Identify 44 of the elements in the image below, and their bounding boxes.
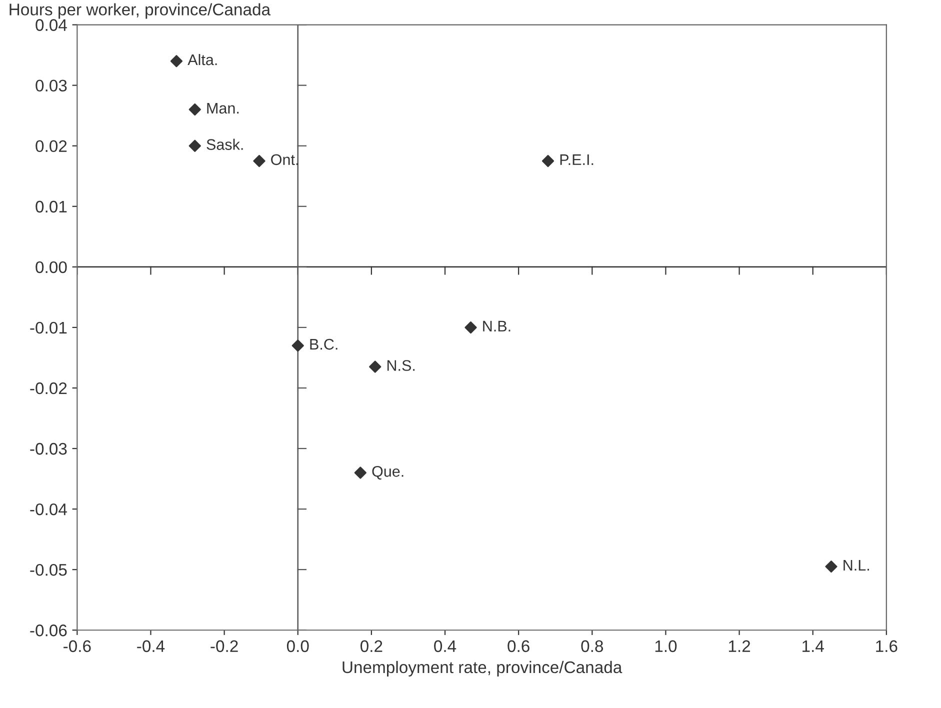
annotation: B.C. — [310, 338, 338, 350]
point — [253, 154, 266, 168]
y-tick-label: 0.01 — [36, 200, 67, 213]
annotation: N.B. — [483, 320, 510, 332]
x-tick-label: 0.4 — [434, 640, 456, 652]
x-tick-label: 0.6 — [508, 640, 530, 652]
y-axis-title: Hours per worker, province/Canada — [10, 3, 271, 19]
annotation: Que. — [372, 466, 404, 480]
y-tick-label: -0.02 — [30, 382, 67, 394]
annotation: Man. — [207, 102, 239, 114]
point — [170, 55, 183, 68]
annotation: P.E.I. — [560, 154, 594, 165]
y-tick-label: 0.00 — [36, 261, 67, 274]
point — [369, 360, 382, 373]
x-tick-label: 1.6 — [876, 640, 898, 652]
y-tick-label: -0.03 — [30, 442, 67, 455]
x-tick-label: 1.0 — [655, 640, 677, 652]
point — [542, 154, 554, 168]
annotation: Alta. — [188, 54, 217, 66]
point — [825, 560, 838, 573]
x-tick-label: 1.4 — [802, 640, 824, 652]
x-tick-label: 0.0 — [286, 640, 309, 652]
y-tick-label: 0.04 — [36, 19, 67, 31]
x-tick-label: -0.4 — [137, 640, 165, 652]
point — [292, 340, 304, 352]
annotation: N.S. — [387, 360, 415, 371]
y-tick-label: -0.04 — [30, 503, 67, 516]
x-axis-title: Unemployment rate, province/Canada — [342, 660, 622, 676]
y-tick-label: 0.03 — [36, 80, 67, 92]
y-tick-label: -0.06 — [30, 624, 67, 636]
x-tick-label: 0.2 — [360, 640, 382, 652]
annotation: Sask. — [206, 138, 243, 150]
y-tick-label: 0.02 — [36, 140, 67, 152]
annotation: N.L. — [844, 560, 869, 571]
point — [188, 103, 201, 116]
x-tick-label: -0.2 — [210, 640, 238, 652]
point — [188, 140, 201, 152]
y-tick-label: -0.05 — [30, 564, 67, 576]
x-tick-label: 0.8 — [581, 640, 604, 652]
point — [354, 466, 366, 479]
y-tick-label: -0.01 — [30, 322, 67, 334]
x-tick-label: 1.2 — [728, 640, 750, 652]
x-tick-label: -0.6 — [64, 640, 91, 652]
point — [464, 321, 477, 334]
